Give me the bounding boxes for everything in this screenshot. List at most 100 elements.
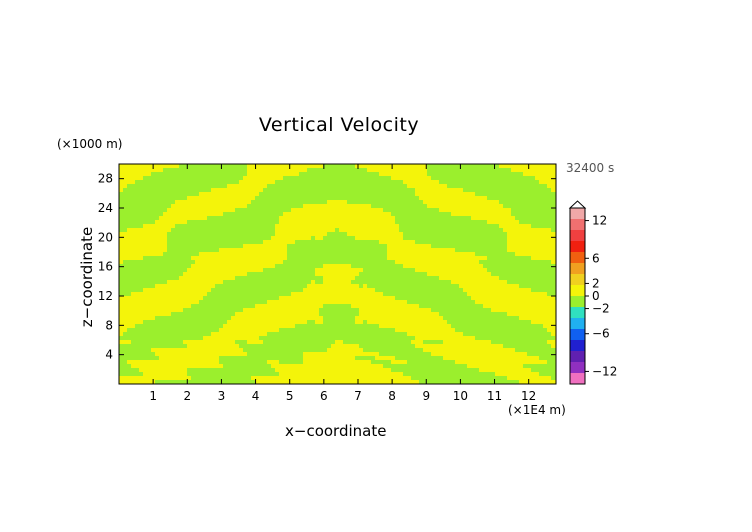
field-cell-positive [539,164,543,168]
field-cell-positive [163,232,167,236]
field-cell-positive [283,320,287,324]
field-cell-positive [427,264,431,268]
field-cell-positive [315,236,319,240]
field-cell-positive [259,340,263,344]
field-cell-positive [331,228,335,232]
field-cell-positive [399,376,403,380]
field-cell-positive [123,304,127,308]
field-cell-positive [275,376,279,380]
field-cell-positive [247,308,251,312]
field-cell-positive [295,164,299,168]
field-cell-positive [531,320,535,324]
field-cell-positive [235,184,239,188]
field-cell-positive [475,288,479,292]
field-cell-positive [439,260,443,264]
field-cell-positive [407,252,411,256]
field-cell-positive [483,300,487,304]
field-cell-positive [155,304,159,308]
field-cell-positive [255,376,259,380]
field-cell-positive [287,380,291,384]
field-cell-positive [155,360,159,364]
field-cell-positive [203,208,207,212]
field-cell-positive [251,180,255,184]
field-cell-positive [343,204,347,208]
field-cell-positive [455,252,459,256]
field-cell-positive [171,292,175,296]
field-cell-positive [543,312,547,316]
field-cell-positive [379,376,383,380]
field-cell-positive [123,252,127,256]
field-cell-positive [163,368,167,372]
field-cell-positive [391,296,395,300]
field-cell-positive [327,264,331,268]
field-cell-positive [379,296,383,300]
field-cell-positive [307,376,311,380]
field-cell-positive [519,288,523,292]
colorbar-segment [570,208,585,219]
field-cell-positive [471,208,475,212]
field-cell-positive [531,360,535,364]
field-cell-positive [551,240,555,244]
field-cell-positive [259,332,263,336]
field-cell-positive [323,284,327,288]
field-cell-positive [455,192,459,196]
field-cell-positive [167,308,171,312]
field-cell-positive [223,352,227,356]
field-cell-positive [407,264,411,268]
field-cell-positive [299,292,303,296]
field-cell-positive [151,364,155,368]
field-cell-positive [139,240,143,244]
field-cell-positive [163,292,167,296]
field-cell-positive [187,200,191,204]
field-cell-positive [151,368,155,372]
field-cell-positive [335,276,339,280]
field-cell-positive [319,364,323,368]
field-cell-positive [363,284,367,288]
field-cell-positive [275,324,279,328]
field-cell-positive [535,232,539,236]
field-cell-positive [463,256,467,260]
field-cell-positive [339,276,343,280]
field-cell-positive [543,324,547,328]
field-cell-positive [323,296,327,300]
field-cell-positive [519,300,523,304]
field-cell-positive [411,172,415,176]
field-cell-positive [187,352,191,356]
field-cell-positive [387,376,391,380]
field-cell-positive [491,300,495,304]
field-cell-positive [135,232,139,236]
field-cell-positive [195,260,199,264]
field-cell-positive [543,240,547,244]
field-cell-positive [235,344,239,348]
field-cell-positive [143,364,147,368]
field-cell-positive [235,316,239,320]
field-cell-positive [231,268,235,272]
field-cell-positive [395,372,399,376]
field-cell-positive [159,348,163,352]
field-cell-positive [283,300,287,304]
colorbar-segment [570,329,585,340]
field-cell-positive [319,376,323,380]
field-cell-positive [339,372,343,376]
field-cell-positive [287,308,291,312]
field-cell-positive [131,228,135,232]
x-tick-label: 9 [422,389,430,403]
field-cell-positive [215,356,219,360]
field-cell-positive [495,360,499,364]
field-cell-positive [159,368,163,372]
field-cell-positive [295,212,299,216]
field-cell-positive [135,308,139,312]
field-cell-positive [203,260,207,264]
field-cell-positive [351,344,355,348]
field-cell-positive [283,236,287,240]
field-cell-positive [347,376,351,380]
field-cell-positive [495,204,499,208]
field-cell-positive [411,324,415,328]
field-cell-positive [363,360,367,364]
field-cell-positive [383,220,387,224]
field-cell-positive [463,348,467,352]
field-cell-positive [495,372,499,376]
field-cell-positive [531,372,535,376]
field-cell-positive [339,224,343,228]
field-cell-positive [187,212,191,216]
